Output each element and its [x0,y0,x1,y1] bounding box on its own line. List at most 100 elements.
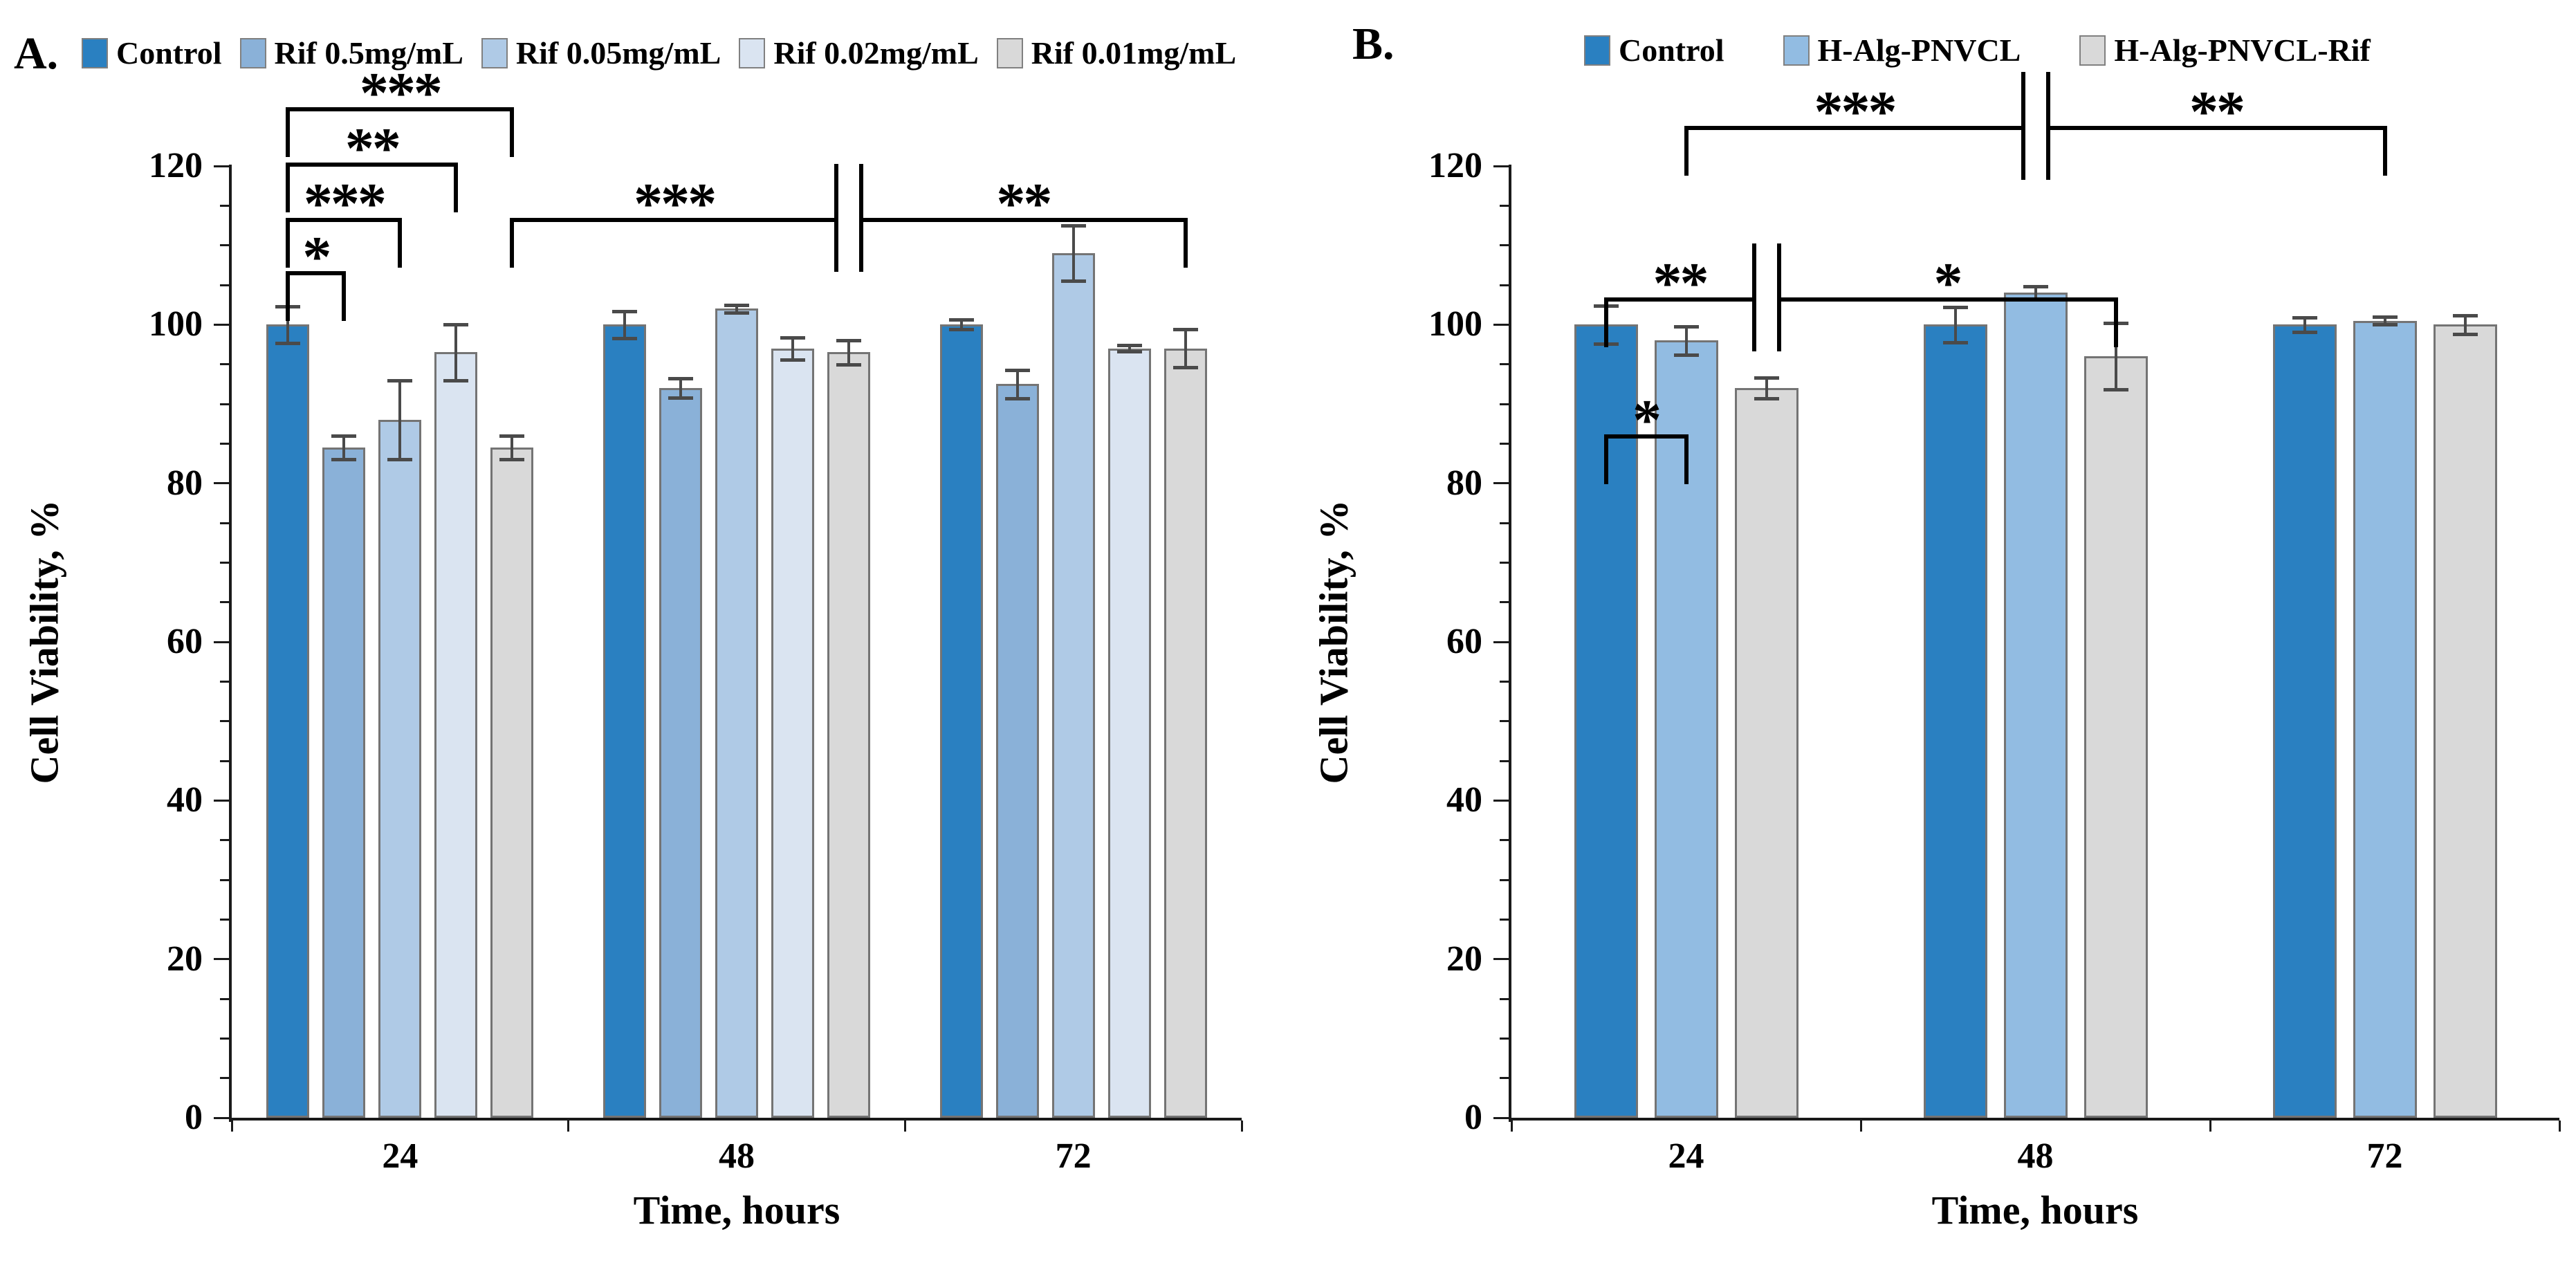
significance-stars: *** [1814,80,1897,144]
significance-stars: *** [359,61,443,125]
error-bar-whisker [791,337,794,360]
bar-rif-0-01mg-ml [1163,348,1207,1118]
error-bar-cap-bottom [780,358,805,362]
y-minor-tick [1500,244,1509,247]
error-bar-cap-bottom [275,341,301,345]
x-tick-label: 72 [1055,1136,1092,1176]
error-bar-cap-bottom [387,458,413,462]
y-minor-tick [1500,918,1509,921]
error-bar-cap-top [499,434,525,438]
y-minor-tick [220,403,229,405]
bar-control [1574,324,1638,1118]
x-tick-label: 24 [382,1136,418,1176]
error-bar-cap-top [331,434,357,438]
legend-item: Rif 0.01mg/mL [996,35,1236,71]
x-boundary-tick [2558,1121,2561,1132]
y-minor-tick [1500,204,1509,207]
y-minor-tick [1500,601,1509,604]
legend-item: Rif 0.5mg/mL [239,35,463,71]
error-bar-cap-top [1116,344,1142,348]
y-minor-tick [220,759,229,762]
panel-b-label: B. [1352,19,1395,69]
error-bar-cap-bottom [668,396,693,400]
y-minor-tick [1500,878,1509,881]
y-minor-tick [220,244,229,247]
error-bar-cap-bottom [1060,279,1086,284]
legend-item: Rif 0.05mg/mL [481,35,721,71]
legend-item: Rif 0.02mg/mL [739,35,979,71]
error-bar-cap-top [1673,324,1699,329]
y-minor-tick [1500,363,1509,366]
error-bar-cap-bottom [1754,396,1779,400]
x-boundary-tick [2209,1121,2211,1132]
legend-label: Control [116,35,222,71]
significance-stars: * [302,225,331,289]
y-minor-tick [220,918,229,921]
legend-swatch [739,37,766,68]
error-bar-cap-top [387,378,413,382]
significance-bracket-end [286,271,291,321]
significance-bracket-end [286,107,291,157]
error-bar-whisker [847,340,850,365]
error-bar-cap-top [2372,315,2398,319]
legend-swatch [2079,35,2106,66]
error-bar-cap-top [724,303,749,307]
bar-rif-0-02mg-ml [1107,348,1151,1118]
y-minor-tick [220,997,229,1000]
error-bar-cap-bottom [724,311,749,315]
error-bar-cap-bottom [836,362,861,367]
error-bar-whisker [735,304,738,313]
error-bar-whisker [1953,307,1957,342]
panel-a-x-axis-title: Time, hours [633,1188,840,1233]
y-minor-tick [220,601,229,604]
significance-bracket-break-end [834,164,838,272]
error-bar-whisker [2303,317,2306,332]
y-minor-tick [1500,561,1509,564]
legend-item: H-Alg-PNVCL [1783,32,2021,68]
significance-bracket-end [510,218,515,268]
y-tick-label: 120 [1428,146,1482,185]
significance-bracket-end [510,107,515,157]
error-bar-cap-bottom [443,378,469,382]
error-bar-cap-bottom [331,458,357,462]
error-bar-cap-top [668,377,693,381]
bar-rif-0-01mg-ml [827,352,870,1118]
significance-stars: *** [303,172,387,236]
legend-swatch [481,37,508,68]
bar-rif-0-02mg-ml [771,348,814,1118]
legend-item: Control [1584,32,1724,68]
y-major-tick [1493,799,1509,802]
y-minor-tick [1500,442,1509,445]
y-minor-tick [1500,759,1509,762]
significance-bracket-break-end [1751,243,1756,351]
error-bar-whisker [2463,315,2467,335]
error-bar-cap-top [836,339,861,343]
y-tick-label: 60 [167,622,203,661]
significance-stars: *** [634,172,717,236]
y-major-tick [1493,1116,1509,1119]
bar-rif-0-01mg-ml [490,448,534,1118]
error-bar-whisker [623,311,626,338]
y-tick-label: 80 [167,463,203,503]
error-bar-cap-bottom [1116,350,1142,354]
x-boundary-tick [1240,1121,1243,1132]
error-bar-whisker [286,306,290,343]
legend-label: H-Alg-PNVCL [1817,33,2021,68]
error-bar-cap-bottom [1172,366,1198,370]
significance-bracket-end [1684,434,1689,484]
y-major-tick [214,958,229,961]
error-bar-whisker [1071,225,1075,282]
y-minor-tick [1500,720,1509,723]
legend-label: Rif 0.05mg/mL [515,35,721,71]
significance-bracket-end [342,271,347,321]
significance-bracket-line [288,107,513,111]
legend-swatch [1783,35,1810,66]
legend-swatch [996,37,1023,68]
y-minor-tick [220,878,229,881]
error-bar-whisker [398,380,402,460]
panel-a-label: A. [14,28,59,79]
y-minor-tick [220,680,229,683]
y-minor-tick [220,522,229,524]
y-minor-tick [220,442,229,445]
significance-bracket-line [288,271,344,275]
